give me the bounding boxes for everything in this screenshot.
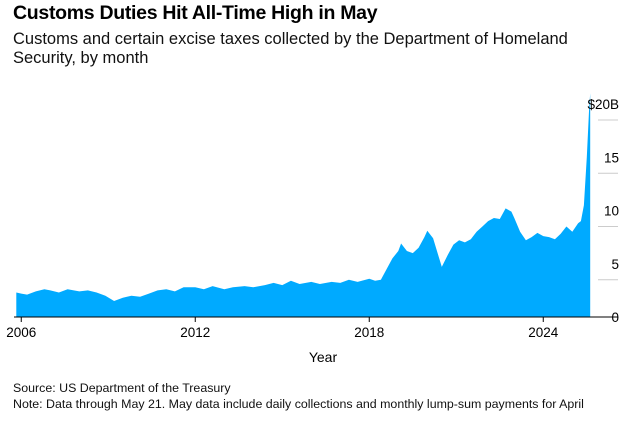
data-note: Note: Data through May 21. May data incl… <box>13 397 584 411</box>
x-tick-label: 2012 <box>180 325 210 340</box>
x-axis: 2006 2012 2018 2024 <box>6 316 618 340</box>
y-axis-ticks: 0 5 10 15 $20B <box>587 97 619 325</box>
area-chart: 2006 2012 2018 2024 0 5 10 15 $20B Year <box>6 93 619 365</box>
gridlines <box>598 119 618 281</box>
y-tick-label: $20B <box>587 97 619 112</box>
y-tick-label: 5 <box>611 257 619 272</box>
area-series <box>16 93 591 317</box>
x-tick-label: 2024 <box>528 325 559 340</box>
chart-subtitle: Customs and certain excise taxes collect… <box>13 30 568 67</box>
chart-title: Customs Duties Hit All-Time High in May <box>13 2 378 24</box>
x-tick-label: 2006 <box>6 325 36 340</box>
y-tick-label: 15 <box>604 150 619 165</box>
x-axis-label: Year <box>309 349 338 365</box>
source-note: Source: US Department of the Treasury <box>13 381 231 395</box>
y-tick-label: 10 <box>604 204 619 219</box>
customs-area <box>16 93 591 317</box>
x-tick-label: 2018 <box>354 325 384 340</box>
y-tick-label: 0 <box>611 310 619 325</box>
